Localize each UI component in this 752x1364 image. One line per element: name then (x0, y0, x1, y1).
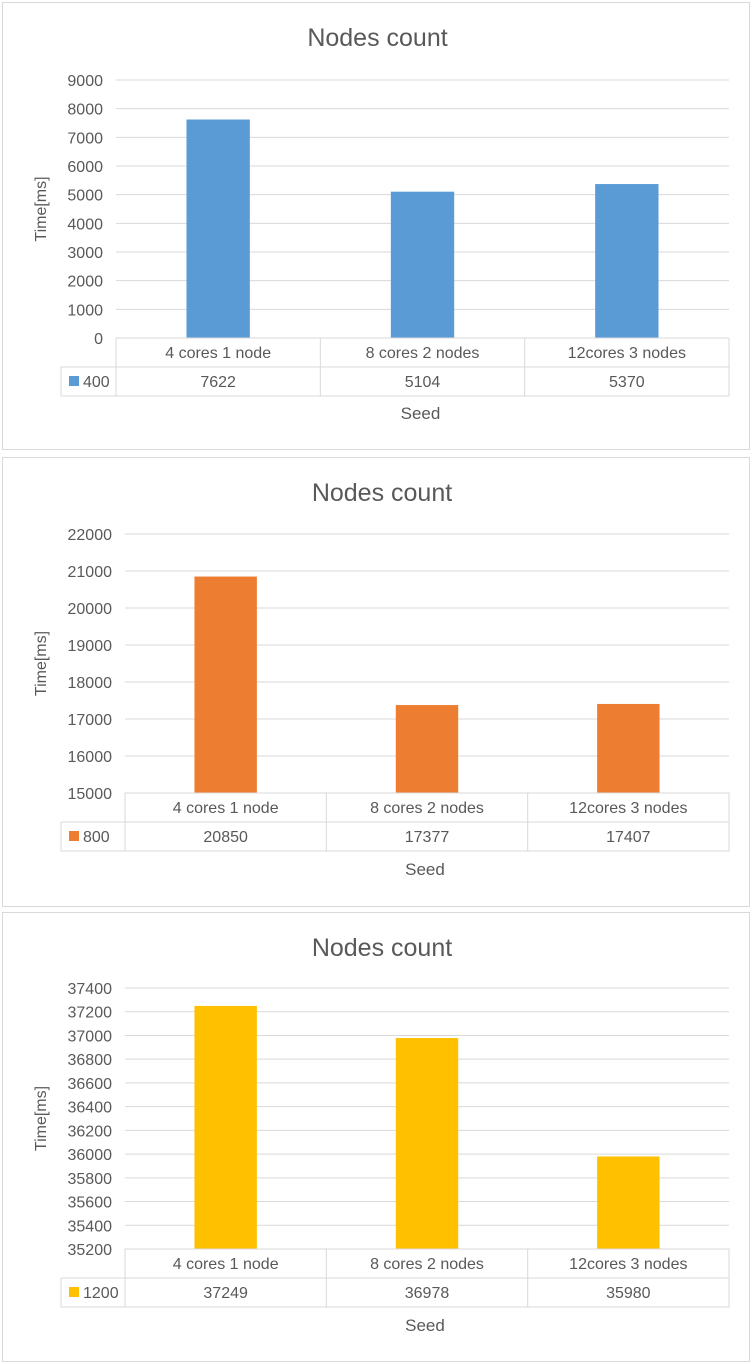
y-tick-label: 3000 (67, 245, 103, 262)
legend-series-name: 800 (83, 829, 110, 846)
y-tick-label: 19000 (68, 638, 113, 655)
y-tick-label: 20000 (68, 601, 113, 618)
y-tick-label: 18000 (68, 675, 113, 692)
category-label: 12cores 3 nodes (569, 1256, 687, 1273)
chart-1200: Nodes count 35200 35400 35600 35800 36000 3620… (33, 934, 730, 1335)
y-tick-label: 15000 (68, 786, 113, 803)
bar (597, 1156, 660, 1249)
bar (186, 119, 250, 338)
chart-panel-2: Nodes count 15000 16000 17000 18000 19000 2000… (2, 457, 750, 907)
chart-panel-1: Nodes count 0 1000 2000 3000 4000 5000 6000 7000… (2, 2, 750, 450)
y-tick-label: 1000 (67, 302, 103, 319)
y-tick-label: 16000 (68, 749, 113, 766)
bar (395, 1038, 459, 1249)
y-tick-label: 0 (94, 331, 103, 348)
data-value-label: 36978 (405, 1285, 450, 1302)
chart-800: Nodes count 15000 16000 17000 18000 19000 2000… (33, 479, 730, 879)
y-tick-label: 36600 (68, 1076, 113, 1093)
data-value-label: 35980 (606, 1285, 651, 1302)
data-value-label: 5370 (609, 374, 645, 391)
y-tick-label: 4000 (67, 216, 103, 233)
data-value-label: 17407 (606, 829, 651, 846)
category-label: 12cores 3 nodes (569, 800, 687, 817)
chart-title: Nodes count (312, 479, 452, 507)
x-axis-label: Seed (405, 1316, 445, 1335)
category-label: 12cores 3 nodes (568, 345, 686, 362)
data-value-label: 20850 (203, 829, 248, 846)
y-tick-label: 35600 (68, 1195, 113, 1212)
y-axis-label: Time[ms] (33, 631, 50, 696)
y-tick-label: 35200 (68, 1242, 113, 1259)
data-value-label: 37249 (203, 1285, 248, 1302)
legend-swatch (69, 1287, 79, 1297)
y-tick-label: 8000 (67, 102, 103, 119)
y-tick-label: 6000 (67, 159, 103, 176)
bar (390, 191, 455, 338)
category-label: 8 cores 2 nodes (370, 1256, 484, 1273)
bar (194, 576, 257, 793)
x-axis-label: Seed (401, 404, 441, 423)
bar (597, 703, 660, 793)
y-tick-label: 35800 (68, 1171, 113, 1188)
category-label: 4 cores 1 node (165, 345, 271, 362)
y-tick-label: 37200 (68, 1005, 113, 1022)
y-tick-label: 37400 (68, 981, 113, 998)
data-value-label: 5104 (405, 374, 441, 391)
y-axis-label: Time[ms] (33, 1086, 50, 1151)
y-axis-label: Time[ms] (33, 176, 50, 241)
data-value-label: 17377 (405, 829, 450, 846)
x-axis-label: Seed (405, 860, 445, 879)
y-tick-label: 36000 (68, 1147, 113, 1164)
category-label: 8 cores 2 nodes (366, 345, 480, 362)
category-label: 4 cores 1 node (173, 1256, 279, 1273)
bar (595, 184, 659, 338)
bar (194, 1005, 257, 1249)
y-tick-label: 21000 (68, 564, 113, 581)
legend-swatch (69, 831, 79, 841)
category-label: 8 cores 2 nodes (370, 800, 484, 817)
y-tick-label: 35400 (68, 1218, 113, 1235)
category-label: 4 cores 1 node (173, 800, 279, 817)
y-tick-label: 9000 (67, 73, 103, 90)
y-tick-label: 36800 (68, 1052, 113, 1069)
legend-series-name: 400 (83, 374, 110, 391)
legend-swatch (69, 376, 79, 386)
chart-panel-3: Nodes count 35200 35400 35600 35800 36000 3620… (2, 912, 750, 1362)
y-tick-label: 2000 (67, 274, 103, 291)
chart-400: Nodes count 0 1000 2000 3000 4000 5000 6000 7000… (33, 24, 730, 423)
y-tick-label: 17000 (68, 712, 113, 729)
y-tick-label: 5000 (67, 188, 103, 205)
y-tick-label: 22000 (68, 527, 113, 544)
chart-title: Nodes count (312, 934, 452, 962)
data-value-label: 7622 (200, 374, 236, 391)
chart-title: Nodes count (307, 24, 447, 52)
y-tick-label: 37000 (68, 1028, 113, 1045)
y-tick-label: 36200 (68, 1123, 113, 1140)
y-tick-label: 36400 (68, 1100, 113, 1117)
y-tick-label: 7000 (67, 130, 103, 147)
bar (395, 705, 459, 793)
legend-series-name: 1200 (83, 1285, 119, 1302)
